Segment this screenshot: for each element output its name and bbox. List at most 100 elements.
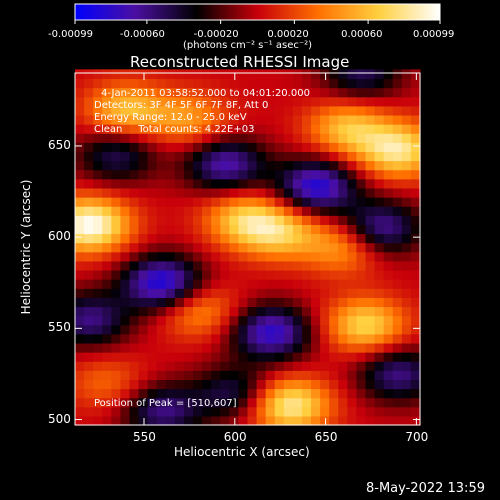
heatmap-cell <box>247 178 258 189</box>
heatmap-cell <box>211 233 221 244</box>
heatmap-cell <box>238 352 249 362</box>
heatmap-cell <box>265 133 276 143</box>
heatmap-cell <box>220 279 230 289</box>
heatmap-cell <box>274 242 285 253</box>
heatmap-cell <box>374 105 385 116</box>
heatmap-cell <box>374 206 385 216</box>
x-tick-label: 650 <box>314 430 338 444</box>
heatmap-cell <box>256 124 267 134</box>
heatmap-cell <box>147 397 158 408</box>
heatmap-cell <box>211 288 221 298</box>
heatmap-cell <box>111 197 121 207</box>
heatmap-cell <box>102 251 112 262</box>
heatmap-cell <box>347 78 358 89</box>
heatmap-cell <box>111 406 121 417</box>
heatmap-cell <box>84 333 94 344</box>
heatmap-cell <box>329 133 339 143</box>
heatmap-cell <box>211 187 221 198</box>
heatmap-cell <box>274 169 285 180</box>
heatmap-cell <box>183 224 194 235</box>
heatmap-cell <box>374 142 385 153</box>
heatmap-cell <box>211 96 221 107</box>
heatmap-cell <box>202 324 212 335</box>
heatmap-cell <box>347 142 358 153</box>
heatmap-cell <box>174 87 185 98</box>
heatmap-cell <box>356 178 367 189</box>
heatmap-cell <box>283 114 294 125</box>
heatmap-cell <box>410 169 421 180</box>
heatmap-cell <box>311 124 321 134</box>
heatmap-cell <box>410 288 421 298</box>
heatmap-cell <box>311 315 321 326</box>
heatmap-cell <box>174 151 185 162</box>
heatmap-cell <box>147 333 158 344</box>
heatmap-cell <box>120 324 131 335</box>
heatmap-cell <box>102 333 112 344</box>
heatmap-cell <box>383 114 394 125</box>
heatmap-cell <box>247 397 258 408</box>
heatmap-cell <box>229 279 240 289</box>
heatmap-cell <box>347 87 358 98</box>
heatmap-cell <box>75 142 85 153</box>
heatmap-cell <box>374 361 385 371</box>
heatmap-cell <box>211 251 221 262</box>
heatmap-cell <box>320 388 330 399</box>
heatmap-cell <box>392 160 403 171</box>
heatmap-cell <box>311 260 321 271</box>
heatmap-cell <box>401 233 412 244</box>
heatmap-cell <box>329 151 339 162</box>
heatmap-cell <box>102 142 112 153</box>
heatmap-cell <box>102 388 112 399</box>
heatmap-cell <box>183 288 194 298</box>
heatmap-cell <box>383 269 394 280</box>
heatmap-cell <box>120 397 131 408</box>
heatmap-cell <box>292 370 303 380</box>
heatmap-cell <box>75 105 85 116</box>
heatmap-cell <box>292 251 303 262</box>
heatmap-cell <box>392 197 403 207</box>
heatmap-cell <box>283 260 294 271</box>
heatmap-cell <box>238 251 249 262</box>
heatmap-cell <box>256 233 267 244</box>
heatmap-cell <box>329 142 339 153</box>
heatmap-cell <box>183 206 194 216</box>
heatmap-cell <box>274 269 285 280</box>
heatmap-cell <box>356 206 367 216</box>
heatmap-cell <box>84 215 94 225</box>
heatmap-cell <box>320 151 330 162</box>
heatmap-cell <box>174 142 185 153</box>
heatmap-cell <box>274 388 285 399</box>
heatmap-cell <box>75 251 85 262</box>
heatmap-cell <box>120 224 131 235</box>
heatmap-cell <box>93 124 103 134</box>
heatmap-cell <box>356 187 367 198</box>
heatmap-cell <box>229 260 240 271</box>
heatmap-cell <box>247 133 258 143</box>
heatmap-cell <box>347 279 358 289</box>
heatmap-cell <box>356 197 367 207</box>
heatmap-cell <box>111 306 121 317</box>
colorbar <box>74 3 441 21</box>
heatmap-cell <box>256 87 267 98</box>
heatmap-cell <box>202 370 212 380</box>
heatmap-cell <box>111 370 121 380</box>
heatmap-cell <box>329 370 339 380</box>
heatmap-cell <box>374 197 385 207</box>
heatmap-cell <box>120 133 131 143</box>
heatmap-cell <box>193 105 203 116</box>
heatmap-cell <box>229 206 240 216</box>
heatmap-cell <box>274 197 285 207</box>
heatmap-cell <box>356 406 367 417</box>
heatmap-cell <box>84 415 94 426</box>
heatmap-cell <box>274 215 285 225</box>
heatmap-cell <box>256 388 267 399</box>
heatmap-cell <box>193 242 203 253</box>
heatmap-cell <box>156 397 167 408</box>
heatmap-cell <box>165 379 176 390</box>
heatmap-cell <box>283 279 294 289</box>
heatmap-cell <box>247 96 258 107</box>
heatmap-cell <box>365 151 376 162</box>
heatmap-cell <box>229 269 240 280</box>
heatmap-cell <box>338 242 348 253</box>
heatmap-cell <box>356 379 367 390</box>
